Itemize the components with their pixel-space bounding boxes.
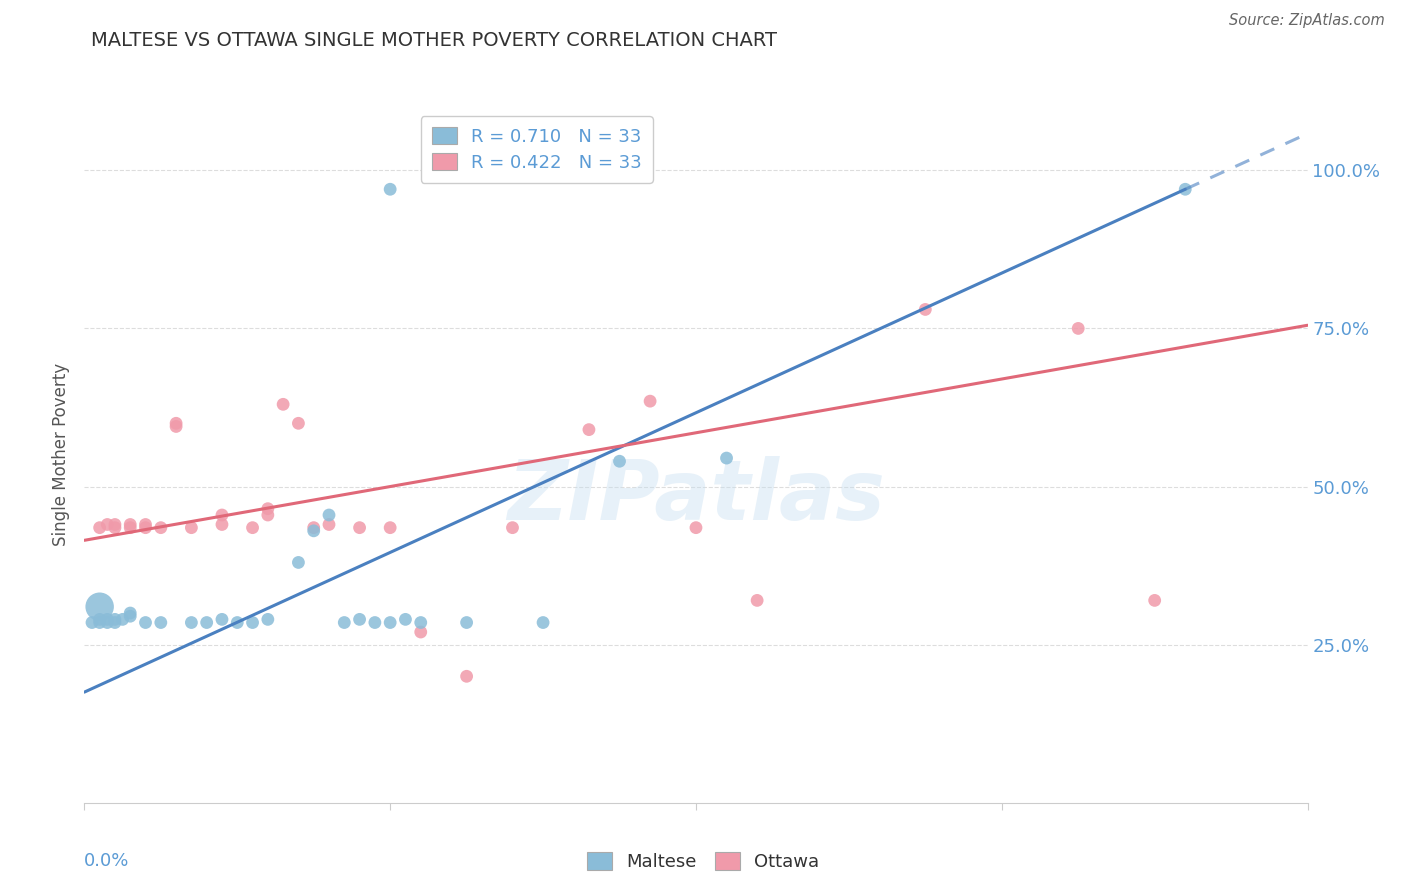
Point bbox=[96, 612, 118, 626]
Point bbox=[914, 302, 936, 317]
Point bbox=[409, 625, 432, 640]
Point bbox=[1174, 182, 1197, 196]
Point bbox=[502, 521, 524, 535]
Point bbox=[135, 615, 157, 630]
Text: Source: ZipAtlas.com: Source: ZipAtlas.com bbox=[1229, 13, 1385, 29]
Point bbox=[242, 521, 264, 535]
Point bbox=[104, 615, 127, 630]
Point bbox=[89, 599, 111, 614]
Point bbox=[96, 615, 118, 630]
Point bbox=[120, 609, 142, 624]
Text: ZIPatlas: ZIPatlas bbox=[508, 456, 884, 537]
Point bbox=[211, 508, 233, 522]
Point bbox=[531, 615, 554, 630]
Point bbox=[333, 615, 356, 630]
Point bbox=[104, 521, 127, 535]
Point bbox=[89, 612, 111, 626]
Point bbox=[80, 615, 103, 630]
Point bbox=[394, 612, 416, 626]
Point bbox=[747, 593, 769, 607]
Point bbox=[380, 182, 402, 196]
Point bbox=[180, 521, 202, 535]
Point bbox=[456, 669, 478, 683]
Point bbox=[104, 612, 127, 626]
Point bbox=[287, 417, 309, 431]
Point bbox=[226, 615, 249, 630]
Point bbox=[211, 612, 233, 626]
Point bbox=[578, 423, 600, 437]
Point bbox=[364, 615, 387, 630]
Point bbox=[242, 615, 264, 630]
Point bbox=[120, 521, 142, 535]
Point bbox=[380, 521, 402, 535]
Legend: Maltese, Ottawa: Maltese, Ottawa bbox=[579, 846, 827, 879]
Point bbox=[135, 517, 157, 532]
Point bbox=[211, 517, 233, 532]
Point bbox=[120, 606, 142, 620]
Point bbox=[257, 501, 280, 516]
Point bbox=[89, 521, 111, 535]
Point bbox=[180, 615, 202, 630]
Point bbox=[1143, 593, 1166, 607]
Point bbox=[302, 524, 325, 538]
Point bbox=[257, 612, 280, 626]
Point bbox=[165, 417, 187, 431]
Point bbox=[318, 517, 340, 532]
Point bbox=[318, 508, 340, 522]
Point bbox=[96, 517, 118, 532]
Point bbox=[302, 521, 325, 535]
Point bbox=[456, 615, 478, 630]
Text: MALTESE VS OTTAWA SINGLE MOTHER POVERTY CORRELATION CHART: MALTESE VS OTTAWA SINGLE MOTHER POVERTY … bbox=[91, 31, 778, 50]
Point bbox=[104, 517, 127, 532]
Point bbox=[89, 615, 111, 630]
Point bbox=[135, 521, 157, 535]
Point bbox=[349, 612, 371, 626]
Point bbox=[409, 615, 432, 630]
Point bbox=[380, 615, 402, 630]
Point bbox=[120, 517, 142, 532]
Y-axis label: Single Mother Poverty: Single Mother Poverty bbox=[52, 363, 70, 547]
Point bbox=[257, 508, 280, 522]
Point bbox=[1067, 321, 1090, 335]
Point bbox=[195, 615, 218, 630]
Point bbox=[271, 397, 294, 411]
Text: 0.0%: 0.0% bbox=[84, 852, 129, 870]
Point bbox=[149, 521, 172, 535]
Legend: R = 0.710   N = 33, R = 0.422   N = 33: R = 0.710 N = 33, R = 0.422 N = 33 bbox=[420, 116, 652, 183]
Point bbox=[149, 615, 172, 630]
Point bbox=[609, 454, 631, 468]
Point bbox=[685, 521, 707, 535]
Point bbox=[638, 394, 661, 409]
Point bbox=[111, 612, 134, 626]
Point bbox=[287, 556, 309, 570]
Point bbox=[165, 419, 187, 434]
Point bbox=[349, 521, 371, 535]
Point bbox=[716, 451, 738, 466]
